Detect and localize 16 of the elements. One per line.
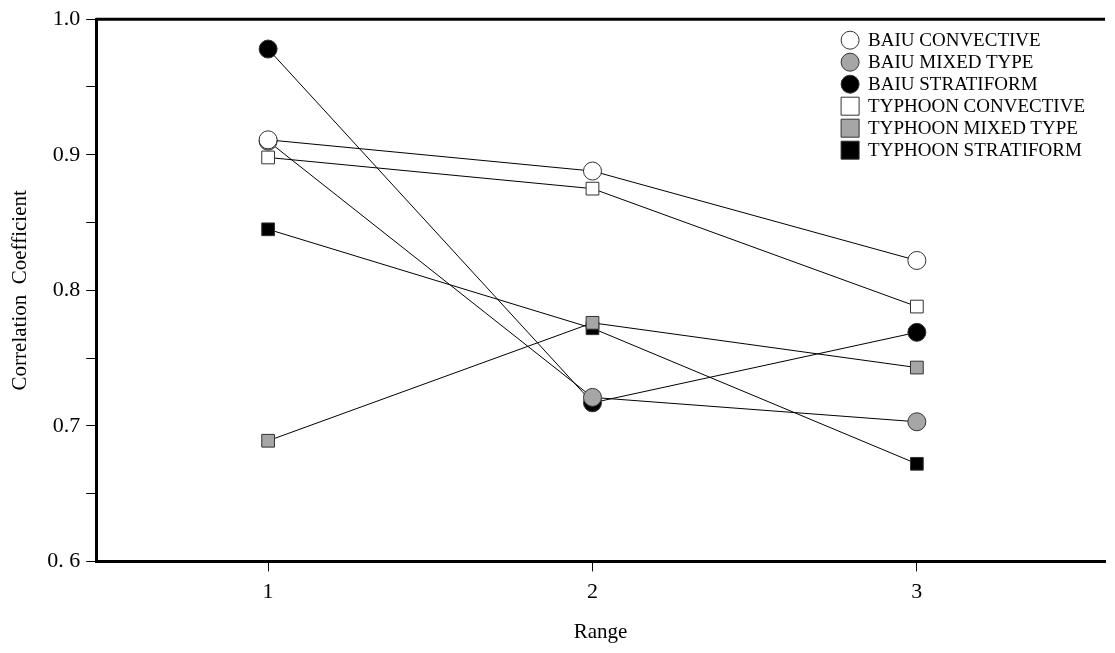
legend-label: BAIU STRATIFORM [868, 73, 1038, 95]
y-tick-label: 0. 6 [47, 547, 81, 573]
legend-label: TYPHOON CONVECTIVE [868, 95, 1085, 117]
x-tick-label: 2 [586, 578, 598, 604]
legend-label: TYPHOON MIXED TYPE [868, 117, 1078, 139]
y-tick-label: 0.7 [52, 411, 81, 437]
y-tick-label: 1.0 [52, 4, 81, 30]
x-tick-label: 1 [262, 578, 274, 604]
x-axis-title: Range [573, 618, 628, 643]
y-axis-title: Correlation Coefficient [7, 190, 32, 391]
legend-label: BAIU CONVECTIVE [868, 29, 1041, 51]
legend-label: BAIU MIXED TYPE [868, 51, 1034, 73]
legend-label: TYPHOON STRATIFORM [868, 139, 1082, 161]
y-tick-label: 0.8 [52, 276, 81, 302]
y-tick-label: 0.9 [52, 140, 81, 166]
x-tick-label: 3 [911, 578, 923, 604]
